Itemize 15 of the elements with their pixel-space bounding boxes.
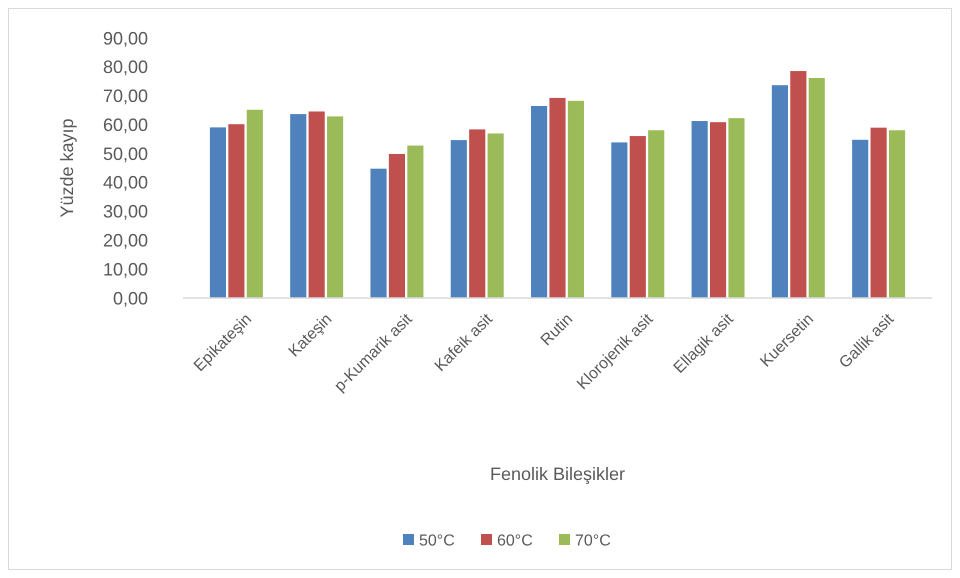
y-tick-label: 40,00 — [102, 172, 148, 193]
x-axis-title: Fenolik Bileşikler — [490, 464, 626, 484]
y-axis-title: Yüzde kayıp — [57, 118, 77, 218]
y-tick-label: 70,00 — [102, 86, 148, 106]
y-tick-label: 10,00 — [102, 259, 148, 280]
y-tick-label: 30,00 — [102, 202, 148, 222]
y-tick-label: 80,00 — [102, 57, 148, 78]
legend-label: 50°C — [419, 532, 455, 550]
y-tick-label: 20,00 — [102, 230, 148, 251]
y-tick-label: 0,00 — [112, 288, 148, 308]
y-tick-label: 50,00 — [102, 144, 148, 164]
legend-label: 60°C — [497, 532, 533, 550]
legend-label: 70°C — [575, 532, 611, 550]
y-tick-label: 90,00 — [102, 28, 148, 48]
y-tick-label: 60,00 — [102, 114, 148, 135]
